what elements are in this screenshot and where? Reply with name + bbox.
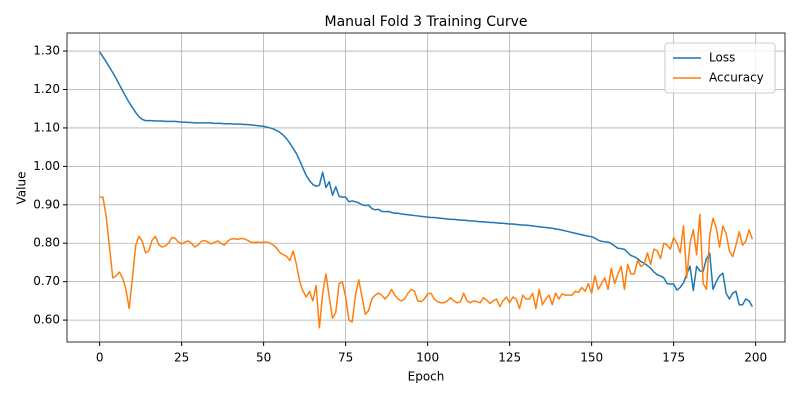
series-line — [99, 51, 754, 308]
x-tick-label: 75 — [338, 351, 353, 365]
x-tick-label: 200 — [744, 351, 767, 365]
series-line — [99, 196, 754, 329]
y-tick-label: 1.00 — [33, 159, 60, 173]
x-tick-label: 50 — [256, 351, 271, 365]
legend-label: Accuracy — [709, 71, 764, 85]
x-tick-label: 125 — [498, 351, 521, 365]
y-tick-label: 0.80 — [33, 236, 60, 250]
y-tick-label: 1.10 — [33, 120, 60, 134]
x-tick-label: 0 — [96, 351, 104, 365]
y-axis-label: Value — [15, 172, 29, 205]
x-tick-label: 25 — [174, 351, 189, 365]
legend: Loss Accuracy — [664, 42, 776, 94]
y-tick-label: 0.60 — [33, 313, 60, 327]
x-tick-label: 150 — [580, 351, 603, 365]
chart-title: Manual Fold 3 Training Curve — [324, 14, 527, 30]
y-tick-label: 0.70 — [33, 274, 60, 288]
x-tick-label: 175 — [662, 351, 685, 365]
y-tick-label: 1.20 — [33, 82, 60, 96]
legend-box — [664, 42, 776, 94]
plot-frame — [66, 32, 786, 343]
legend-label: Loss — [709, 51, 735, 65]
y-tick-label: 1.30 — [33, 44, 60, 58]
y-tick-label: 0.90 — [33, 197, 60, 211]
x-tick-label: 100 — [416, 351, 439, 365]
x-axis-label: Epoch — [408, 370, 445, 384]
